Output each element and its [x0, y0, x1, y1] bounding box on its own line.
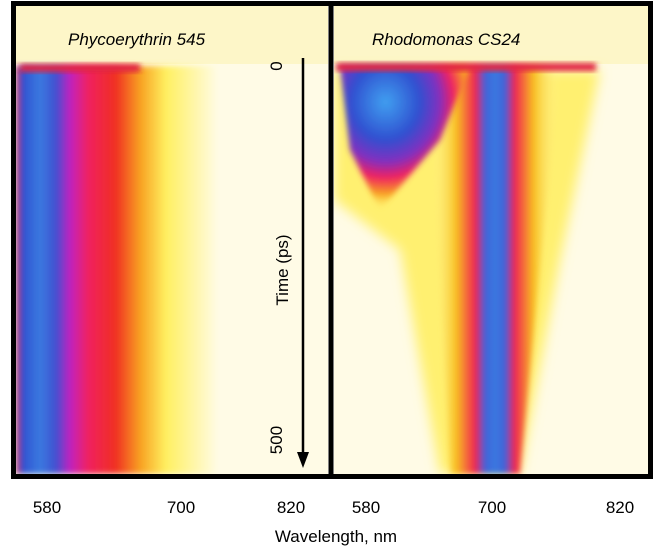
time-tick-label: 500 — [267, 426, 286, 454]
panel-title: Rhodomonas CS24 — [372, 30, 520, 49]
time-tick-label: 0 — [267, 61, 286, 70]
x-tick-label: 580 — [33, 498, 61, 517]
x-tick-label: 580 — [352, 498, 380, 517]
x-tick-label: 700 — [167, 498, 195, 517]
x-tick-label: 820 — [277, 498, 305, 517]
right-image — [334, 6, 648, 474]
arrow-head — [297, 452, 309, 468]
time-axis-label: Time (ps) — [273, 234, 292, 305]
panel-title: Phycoerythrin 545 — [68, 30, 206, 49]
x-tick-label: 700 — [478, 498, 506, 517]
left-image — [16, 6, 328, 474]
x-axis-label: Wavelength, nm — [275, 527, 397, 546]
x-tick-label: 820 — [606, 498, 634, 517]
